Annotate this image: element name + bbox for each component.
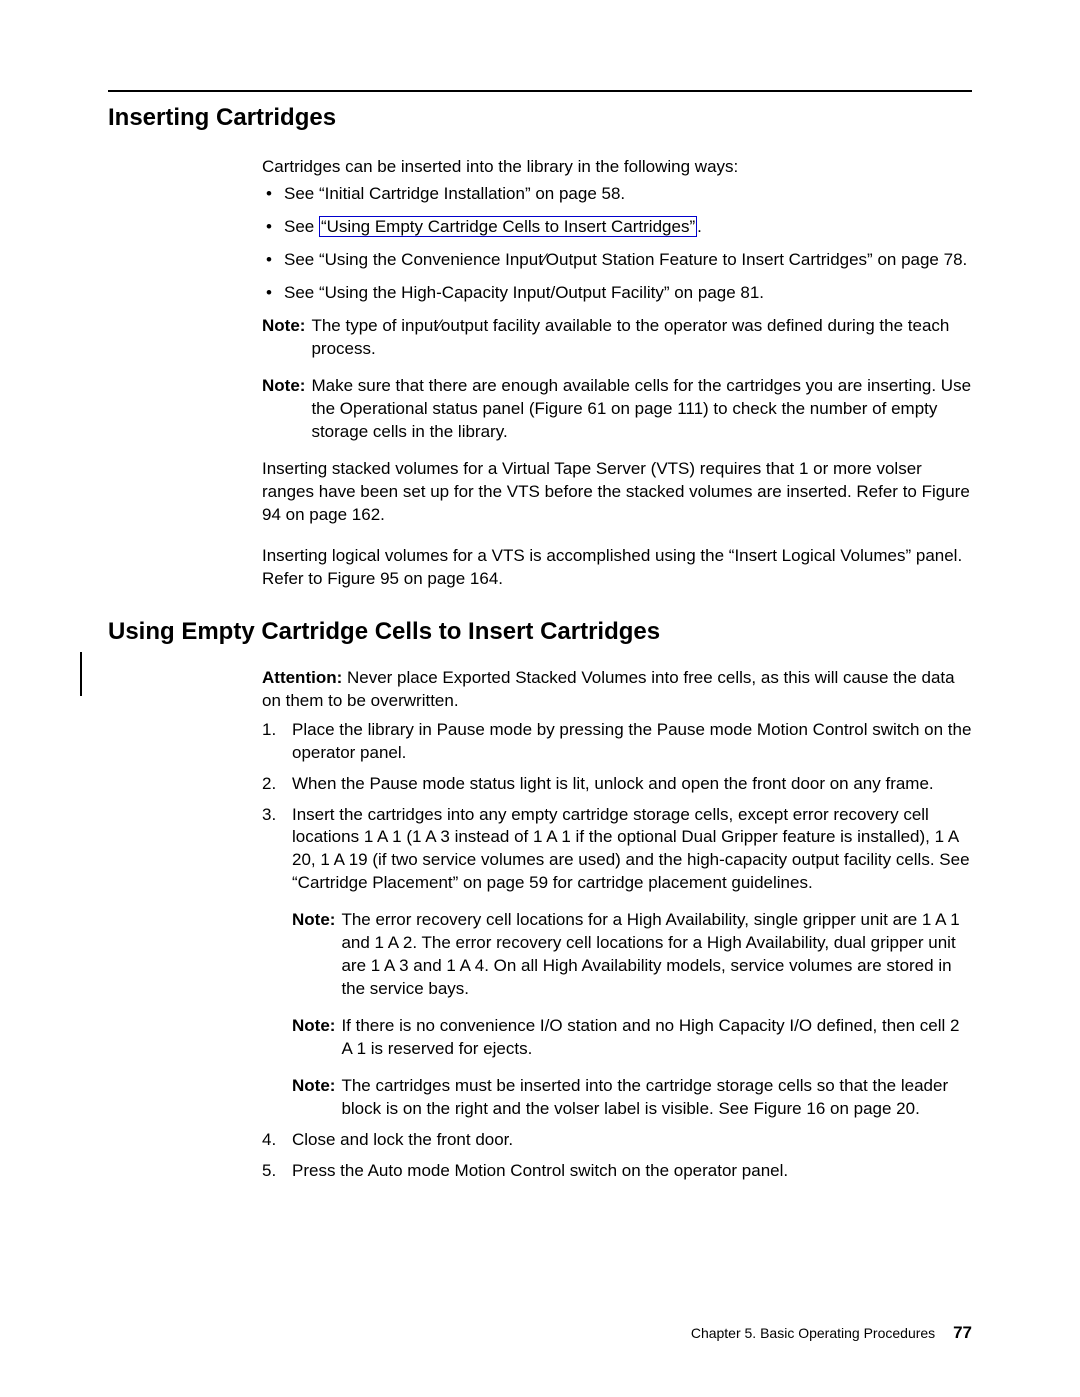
heading-using-empty-cells: Using Empty Cartridge Cells to Insert Ca… (108, 616, 972, 648)
footer-chapter-label: Chapter 5. Basic Operating Procedures (691, 1325, 935, 1341)
section-body-2: Attention: Never place Exported Stacked … (262, 667, 972, 1183)
bullet-text-suffix: . (697, 217, 702, 236)
note-text: The type of input⁄output facility availa… (311, 315, 972, 361)
note-label: Note: (292, 1075, 341, 1121)
bullet-text-prefix: See (284, 217, 319, 236)
revision-bar (80, 652, 82, 674)
bullet-item: See “Using Empty Cartridge Cells to Inse… (262, 216, 972, 239)
note-block: Note: If there is no convenience I/O sta… (292, 1015, 972, 1061)
cross-reference-link[interactable]: “Using Empty Cartridge Cells to Insert C… (319, 216, 697, 237)
top-rule (108, 90, 972, 92)
note-text: Make sure that there are enough availabl… (311, 375, 972, 444)
attention-block: Attention: Never place Exported Stacked … (262, 667, 972, 713)
step-item: Place the library in Pause mode by press… (262, 719, 972, 765)
step-item: Press the Auto mode Motion Control switc… (262, 1160, 972, 1183)
paragraph: Inserting stacked volumes for a Virtual … (262, 458, 972, 527)
step-text: Close and lock the front door. (292, 1130, 513, 1149)
step-text: Press the Auto mode Motion Control switc… (292, 1161, 788, 1180)
bullet-item: See “Using the Convenience Input⁄Output … (262, 249, 972, 272)
page-footer: Chapter 5. Basic Operating Procedures 77 (691, 1322, 972, 1345)
section-body: Cartridges can be inserted into the libr… (262, 156, 972, 590)
note-block: Note: The cartridges must be inserted in… (292, 1075, 972, 1121)
bullet-item: See “Initial Cartridge Installation” on … (262, 183, 972, 206)
page-body: Inserting Cartridges Cartridges can be i… (0, 0, 1080, 1183)
step-item: Close and lock the front door. (262, 1129, 972, 1152)
note-label: Note: (262, 315, 311, 361)
footer-page-number: 77 (953, 1323, 972, 1342)
ordered-steps: Place the library in Pause mode by press… (262, 719, 972, 1183)
note-label: Note: (262, 375, 311, 444)
bullet-item: See “Using the High-Capacity Input/Outpu… (262, 282, 972, 305)
note-block: Note: Make sure that there are enough av… (262, 375, 972, 444)
step-item: Insert the cartridges into any empty car… (262, 804, 972, 1121)
note-text: If there is no convenience I/O station a… (341, 1015, 972, 1061)
step-text: Insert the cartridges into any empty car… (292, 805, 970, 893)
intro-text: Cartridges can be inserted into the libr… (262, 156, 972, 179)
paragraph: Inserting logical volumes for a VTS is a… (262, 545, 972, 591)
step-text: Place the library in Pause mode by press… (292, 720, 971, 762)
note-label: Note: (292, 909, 341, 1001)
note-block: Note: The type of input⁄output facility … (262, 315, 972, 361)
bullet-text: See “Using the High-Capacity Input/Outpu… (284, 283, 764, 302)
heading-inserting-cartridges: Inserting Cartridges (108, 102, 972, 134)
note-label: Note: (292, 1015, 341, 1061)
bullet-list: See “Initial Cartridge Installation” on … (262, 183, 972, 305)
attention-label: Attention: (262, 668, 342, 687)
bullet-text: See “Using the Convenience Input⁄Output … (284, 250, 967, 269)
step-item: When the Pause mode status light is lit,… (262, 773, 972, 796)
note-text: The error recovery cell locations for a … (341, 909, 972, 1001)
revision-bar (80, 674, 82, 696)
note-text: The cartridges must be inserted into the… (341, 1075, 972, 1121)
bullet-text: See “Initial Cartridge Installation” on … (284, 184, 625, 203)
step-text: When the Pause mode status light is lit,… (292, 774, 934, 793)
attention-text: Never place Exported Stacked Volumes int… (262, 668, 955, 710)
note-block: Note: The error recovery cell locations … (292, 909, 972, 1001)
